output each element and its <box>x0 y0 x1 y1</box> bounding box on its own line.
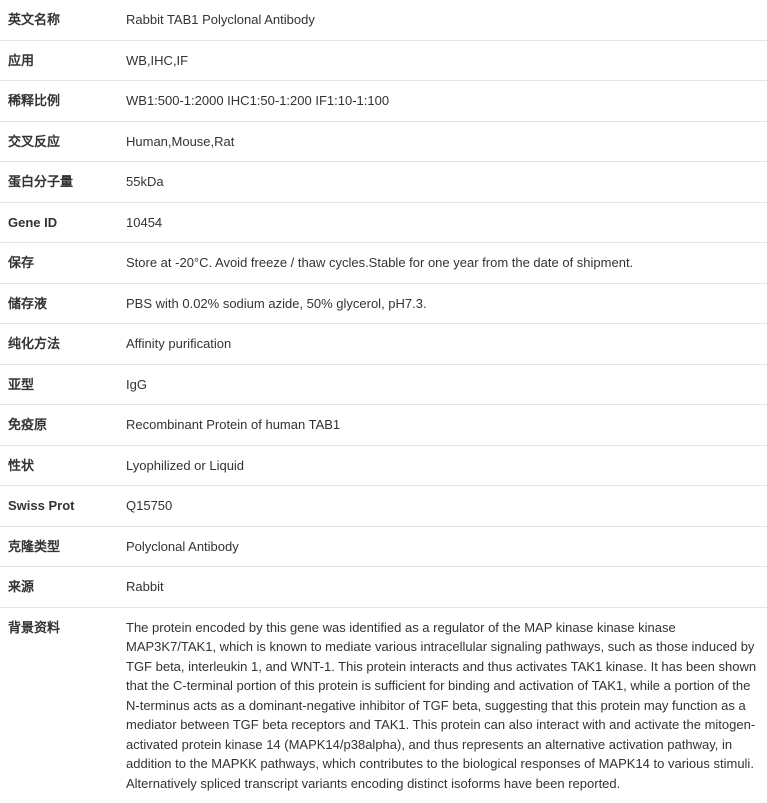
table-row: 来源 Rabbit <box>0 567 767 608</box>
row-value: Rabbit TAB1 Polyclonal Antibody <box>118 0 767 40</box>
row-label: 纯化方法 <box>0 324 118 365</box>
row-value: WB,IHC,IF <box>118 40 767 81</box>
row-value: Affinity purification <box>118 324 767 365</box>
row-label: 交叉反应 <box>0 121 118 162</box>
row-value: Store at -20°C. Avoid freeze / thaw cycl… <box>118 243 767 284</box>
table-row: 纯化方法 Affinity purification <box>0 324 767 365</box>
row-value: 55kDa <box>118 162 767 203</box>
table-row: Swiss Prot Q15750 <box>0 486 767 527</box>
table-row: 英文名称 Rabbit TAB1 Polyclonal Antibody <box>0 0 767 40</box>
row-label: 性状 <box>0 445 118 486</box>
row-label: 亚型 <box>0 364 118 405</box>
table-row: 克隆类型 Polyclonal Antibody <box>0 526 767 567</box>
table-row: 蛋白分子量 55kDa <box>0 162 767 203</box>
row-label: 稀释比例 <box>0 81 118 122</box>
row-value: WB1:500-1:2000 IHC1:50-1:200 IF1:10-1:10… <box>118 81 767 122</box>
table-row: 稀释比例 WB1:500-1:2000 IHC1:50-1:200 IF1:10… <box>0 81 767 122</box>
row-label: Gene ID <box>0 202 118 243</box>
table-row: 性状 Lyophilized or Liquid <box>0 445 767 486</box>
row-value: The protein encoded by this gene was ide… <box>118 607 767 803</box>
row-label: 克隆类型 <box>0 526 118 567</box>
row-value: PBS with 0.02% sodium azide, 50% glycero… <box>118 283 767 324</box>
table-row: 保存 Store at -20°C. Avoid freeze / thaw c… <box>0 243 767 284</box>
table-row: Gene ID 10454 <box>0 202 767 243</box>
row-label: 来源 <box>0 567 118 608</box>
row-label: 应用 <box>0 40 118 81</box>
table-row: 交叉反应 Human,Mouse,Rat <box>0 121 767 162</box>
row-label: 保存 <box>0 243 118 284</box>
table-row: 储存液 PBS with 0.02% sodium azide, 50% gly… <box>0 283 767 324</box>
table-row: 亚型 IgG <box>0 364 767 405</box>
row-label: 背景资料 <box>0 607 118 803</box>
row-value: Human,Mouse,Rat <box>118 121 767 162</box>
table-row: 背景资料 The protein encoded by this gene wa… <box>0 607 767 803</box>
row-label: Swiss Prot <box>0 486 118 527</box>
row-label: 蛋白分子量 <box>0 162 118 203</box>
row-label: 英文名称 <box>0 0 118 40</box>
row-value: IgG <box>118 364 767 405</box>
row-value: Polyclonal Antibody <box>118 526 767 567</box>
row-value: Rabbit <box>118 567 767 608</box>
row-value: Lyophilized or Liquid <box>118 445 767 486</box>
row-value: Recombinant Protein of human TAB1 <box>118 405 767 446</box>
table-row: 免疫原 Recombinant Protein of human TAB1 <box>0 405 767 446</box>
row-label: 储存液 <box>0 283 118 324</box>
row-value: 10454 <box>118 202 767 243</box>
row-value: Q15750 <box>118 486 767 527</box>
row-label: 免疫原 <box>0 405 118 446</box>
spec-table: 英文名称 Rabbit TAB1 Polyclonal Antibody 应用 … <box>0 0 767 803</box>
table-row: 应用 WB,IHC,IF <box>0 40 767 81</box>
